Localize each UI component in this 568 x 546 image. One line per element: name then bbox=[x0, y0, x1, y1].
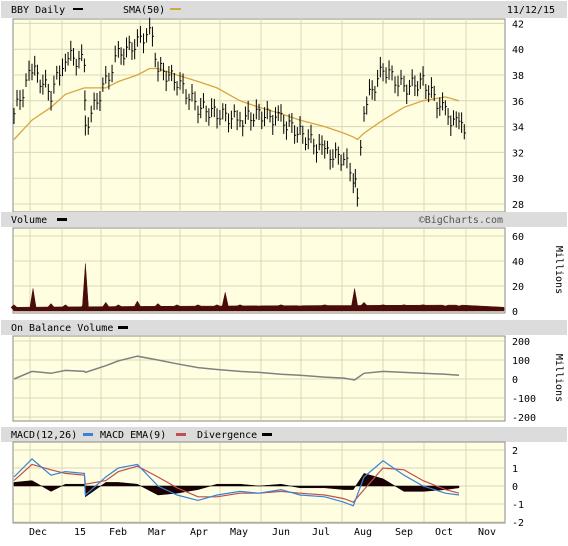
macd-tick-label: 1 bbox=[512, 464, 518, 475]
price-tick-label: 42 bbox=[512, 19, 524, 30]
macd-tick-label: 2 bbox=[512, 446, 518, 457]
volume-unit: Millions bbox=[553, 246, 564, 294]
x-axis: Dec 15 Feb Mar Apr May Jun Jul Aug Sep Oct Nov bbox=[29, 527, 496, 538]
macd-panel bbox=[12, 441, 506, 524]
obv-tick-label: -100 bbox=[512, 394, 536, 405]
x-tick-label: Aug bbox=[354, 527, 372, 538]
macd-tick-label: -2 bbox=[512, 518, 524, 529]
x-tick-label: Feb bbox=[109, 527, 127, 538]
x-tick-label: Nov bbox=[478, 527, 496, 538]
volume-title: Volume bbox=[11, 215, 47, 226]
sma-legend-swatch bbox=[170, 8, 181, 10]
x-tick-label: Jun bbox=[272, 527, 290, 538]
obv-title: On Balance Volume bbox=[11, 323, 113, 334]
x-tick-label: Apr bbox=[190, 527, 208, 538]
obv-tick-label: -200 bbox=[512, 413, 536, 424]
macd-tick-label: -1 bbox=[512, 500, 524, 511]
x-tick-label: Oct bbox=[435, 527, 453, 538]
divergence-legend-swatch bbox=[262, 433, 272, 436]
price-tick-label: 34 bbox=[512, 123, 524, 134]
x-tick-label: Dec bbox=[29, 527, 47, 538]
obv-grid bbox=[14, 337, 504, 420]
obv-axis: 200 100 0 -100 -200 bbox=[512, 337, 536, 424]
macd-legend-swatch bbox=[83, 433, 93, 436]
volume-tick-label: 0 bbox=[512, 307, 518, 318]
obv-title-bar bbox=[1, 320, 567, 335]
x-tick-label: 15 bbox=[74, 527, 86, 538]
x-tick-label: Jul bbox=[312, 527, 330, 538]
obv-legend-swatch bbox=[118, 326, 128, 329]
volume-area bbox=[10, 263, 505, 312]
obv-tick-label: 100 bbox=[512, 356, 530, 367]
volume-tick-label: 40 bbox=[512, 257, 524, 268]
sma-path bbox=[13, 67, 460, 141]
price-legend-swatch bbox=[73, 8, 83, 10]
symbol-label: BBY Daily bbox=[11, 5, 65, 16]
price-tick-label: 38 bbox=[512, 71, 524, 82]
obv-unit: Millions bbox=[553, 354, 564, 402]
macd-axis: 2 1 0 -1 -2 bbox=[512, 446, 524, 529]
macd-title-bar bbox=[1, 427, 567, 442]
x-tick-label: May bbox=[230, 527, 248, 538]
price-tick-label: 40 bbox=[512, 45, 524, 56]
obv-tick-label: 200 bbox=[512, 337, 530, 348]
macd-tick-label: 0 bbox=[512, 482, 518, 493]
x-tick-label: Mar bbox=[148, 527, 166, 538]
obv-tick-label: 0 bbox=[512, 375, 518, 386]
price-tick-label: 32 bbox=[512, 148, 524, 159]
macd-ema-title: MACD EMA(9) bbox=[100, 430, 166, 441]
volume-panel bbox=[12, 227, 506, 314]
price-bars bbox=[13, 17, 466, 207]
volume-title-bar bbox=[1, 212, 567, 227]
macd-line bbox=[13, 458, 460, 507]
price-title-bar bbox=[1, 1, 567, 18]
x-tick-label: Sep bbox=[395, 527, 413, 538]
volume-axis: 60 40 20 0 bbox=[512, 232, 524, 318]
divergence-title: Divergence bbox=[197, 430, 257, 441]
divergence-area bbox=[13, 473, 460, 498]
volume-tick-label: 20 bbox=[512, 282, 524, 293]
price-grid bbox=[14, 19, 504, 212]
sma-line bbox=[13, 67, 460, 141]
macd-title: MACD(12,26) bbox=[11, 430, 77, 441]
price-tick-label: 30 bbox=[512, 174, 524, 185]
sma-label: SMA(50) bbox=[123, 5, 165, 16]
obv-line bbox=[13, 355, 460, 381]
volume-tick-label: 60 bbox=[512, 232, 524, 243]
volume-legend-swatch bbox=[57, 218, 67, 221]
price-tick-label: 28 bbox=[512, 200, 524, 211]
price-axis: 42 40 38 36 34 32 30 28 bbox=[512, 19, 524, 211]
macd-ema-legend-swatch bbox=[176, 433, 186, 436]
chart-date: 11/12/15 bbox=[507, 5, 555, 16]
watermark: ©BigCharts.com bbox=[419, 215, 503, 226]
price-tick-label: 36 bbox=[512, 97, 524, 108]
